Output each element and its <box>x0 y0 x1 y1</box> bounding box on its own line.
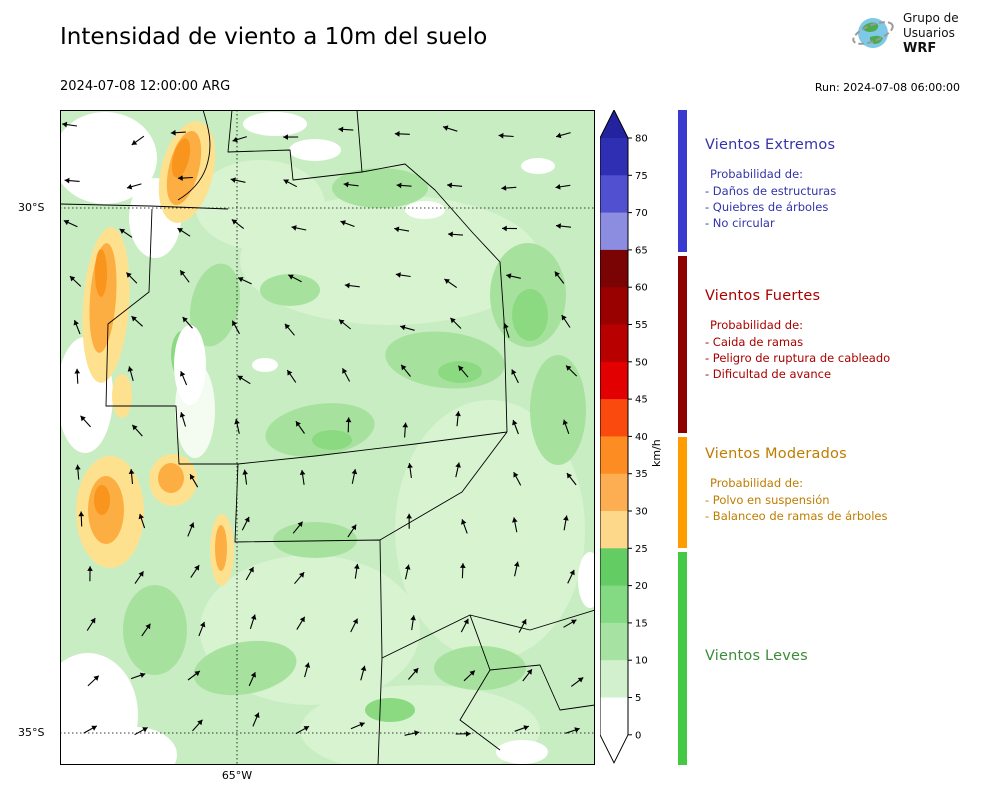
graticule-lines <box>60 110 595 765</box>
svg-text:20: 20 <box>635 581 648 592</box>
legend-item: - Dificultad de avance <box>705 367 832 381</box>
legend-title-fuertes: Vientos Fuertes <box>705 288 821 304</box>
lat-tick-30s: 30°S <box>18 201 45 214</box>
legend-items-moderados: - Polvo en suspensión - Balanceo de ramas… <box>705 492 990 524</box>
legend-item: - Peligro de ruptura de cableado <box>705 351 891 365</box>
svg-text:25: 25 <box>635 544 648 555</box>
map-border <box>60 110 595 765</box>
svg-text:50: 50 <box>635 357 648 368</box>
wind-speed-shading <box>38 112 602 783</box>
lon-tick-65w: 65°W <box>221 769 253 782</box>
legend-subtitle: Probabilidad de: <box>710 167 804 181</box>
svg-text:0: 0 <box>635 730 641 741</box>
svg-text:60: 60 <box>635 283 648 294</box>
svg-text:30: 30 <box>635 507 648 518</box>
legend-subtitle: Probabilidad de: <box>710 318 804 332</box>
colorbar-unit-label: km/h <box>650 439 663 467</box>
legend-items-extremos: - Daños de estructuras - Quiebres de árbo… <box>705 183 990 231</box>
page-title: Intensidad de viento a 10m del suelo <box>60 24 488 50</box>
legend-section-leves: Vientos Leves <box>705 648 990 664</box>
logo-line-2: Usuarios <box>903 25 955 40</box>
svg-text:35: 35 <box>635 469 648 480</box>
legend-title-moderados: Vientos Moderados <box>705 446 847 462</box>
wind-intensity-map <box>38 109 602 783</box>
wrf-user-group-logo: Grupo de Usuarios WRF <box>850 10 959 56</box>
legend-items-fuertes: - Caida de ramas - Peligro de ruptura de … <box>705 334 990 382</box>
valid-time-label: 2024-07-08 12:00:00 ARG <box>60 79 231 94</box>
legend-strip-leves <box>678 552 687 765</box>
legend-section-moderados: Vientos Moderados Probabilidad de: - Pol… <box>705 446 990 524</box>
svg-text:40: 40 <box>635 432 648 443</box>
logo-text: Grupo de Usuarios WRF <box>903 11 959 56</box>
legend-section-fuertes: Vientos Fuertes Probabilidad de: - Caida… <box>705 288 990 382</box>
legend-strip-extremos <box>678 110 687 252</box>
legend-item: - Daños de estructuras <box>705 184 837 198</box>
svg-text:80: 80 <box>635 134 648 145</box>
legend-title-extremos: Vientos Extremos <box>705 137 836 153</box>
svg-text:15: 15 <box>635 618 648 629</box>
legend-title-leves: Vientos Leves <box>705 648 808 664</box>
logo-line-1: Grupo de <box>903 10 959 25</box>
legend-item: - Balanceo de ramas de árboles <box>705 509 888 523</box>
province-boundaries <box>59 109 596 766</box>
legend-section-extremos: Vientos Extremos Probabilidad de: - Daño… <box>705 137 990 231</box>
logo-line-3: WRF <box>903 40 937 56</box>
legend-item: - Quiebres de árboles <box>705 200 829 214</box>
svg-text:10: 10 <box>635 656 648 667</box>
svg-text:65: 65 <box>635 245 648 256</box>
legend-strip-moderados <box>678 437 687 548</box>
svg-text:45: 45 <box>635 395 648 406</box>
legend-subtitle: Probabilidad de: <box>710 476 804 490</box>
model-run-label: Run: 2024-07-08 06:00:00 <box>814 81 960 94</box>
wrf-globe-icon <box>852 18 894 48</box>
lat-tick-35s: 35°S <box>18 726 45 739</box>
legend-item: - No circular <box>705 216 775 230</box>
wind-direction-arrows <box>62 121 584 737</box>
wind-speed-colorbar: 80 75 70 65 60 55 50 45 40 35 30 25 20 15 10 5 0 <box>599 108 670 765</box>
svg-text:55: 55 <box>635 320 648 331</box>
svg-text:75: 75 <box>635 171 648 182</box>
legend-item: - Polvo en suspensión <box>705 493 830 507</box>
legend-strip-fuertes <box>678 256 687 433</box>
svg-text:70: 70 <box>635 208 648 219</box>
svg-text:5: 5 <box>635 693 641 704</box>
legend-item: - Caida de ramas <box>705 335 804 349</box>
